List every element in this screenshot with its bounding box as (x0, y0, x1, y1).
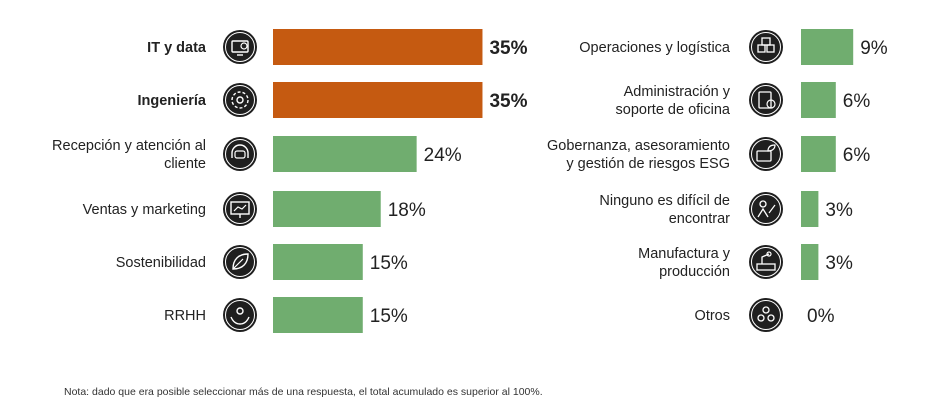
value-label-1-0: 9% (860, 38, 888, 59)
category-label-1-3: Ninguno es difícil de encontrar (599, 193, 730, 227)
bar-1-3 (801, 191, 819, 227)
bar-1-1 (801, 82, 836, 118)
value-label-1-3: 3% (825, 200, 853, 221)
value-label-0-0: 35% (489, 38, 527, 59)
factory-robot-icon (749, 245, 783, 279)
bar-1-2 (801, 136, 836, 172)
bar-1-4 (801, 244, 819, 280)
monitor-gear-icon (223, 30, 257, 64)
value-label-1-1: 6% (843, 91, 871, 112)
category-label-0-4: Sostenibilidad (116, 255, 206, 271)
bar-0-3 (273, 191, 381, 227)
value-label-1-2: 6% (843, 145, 871, 166)
bar-0-1 (273, 82, 483, 118)
category-label-0-3: Ventas y marketing (83, 202, 206, 218)
value-label-1-5: 0% (807, 306, 835, 327)
value-label-0-3: 18% (388, 200, 426, 221)
value-label-0-2: 24% (424, 145, 462, 166)
leaf-icon (223, 245, 257, 279)
bar-0-2 (273, 136, 417, 172)
category-label-0-2: Recepción y atención al cliente (52, 138, 206, 172)
footnote: Nota: dado que era posible seleccionar m… (64, 386, 543, 398)
person-growth-icon (749, 192, 783, 226)
briefcase-leaf-icon (749, 137, 783, 171)
category-label-1-4: Manufactura y producción (638, 246, 731, 280)
clipboard-check-icon (749, 83, 783, 117)
value-label-0-5: 15% (370, 306, 408, 327)
boxes-icon (749, 30, 783, 64)
bar-0-4 (273, 244, 363, 280)
category-label-0-1: Ingeniería (138, 93, 207, 109)
bar-0-0 (273, 29, 483, 65)
category-label-1-5: Otros (695, 308, 730, 324)
category-label-1-2: Gobernanza, asesoramiento y gestión de ri… (547, 138, 730, 172)
category-label-1-0: Operaciones y logística (579, 40, 731, 56)
value-label-0-4: 15% (370, 253, 408, 274)
group-icon (749, 298, 783, 332)
category-label-0-0: IT y data (147, 40, 207, 56)
category-label-1-1: Administración y soporte de oficina (616, 84, 731, 118)
bar-0-5 (273, 297, 363, 333)
presentation-chart-icon (223, 192, 257, 226)
chat-headset-icon (223, 137, 257, 171)
hands-person-icon (223, 298, 257, 332)
value-label-0-1: 35% (489, 91, 527, 112)
bar-1-0 (801, 29, 854, 65)
category-label-0-5: RRHH (164, 308, 206, 324)
value-label-1-4: 3% (825, 253, 853, 274)
brain-gear-icon (223, 83, 257, 117)
